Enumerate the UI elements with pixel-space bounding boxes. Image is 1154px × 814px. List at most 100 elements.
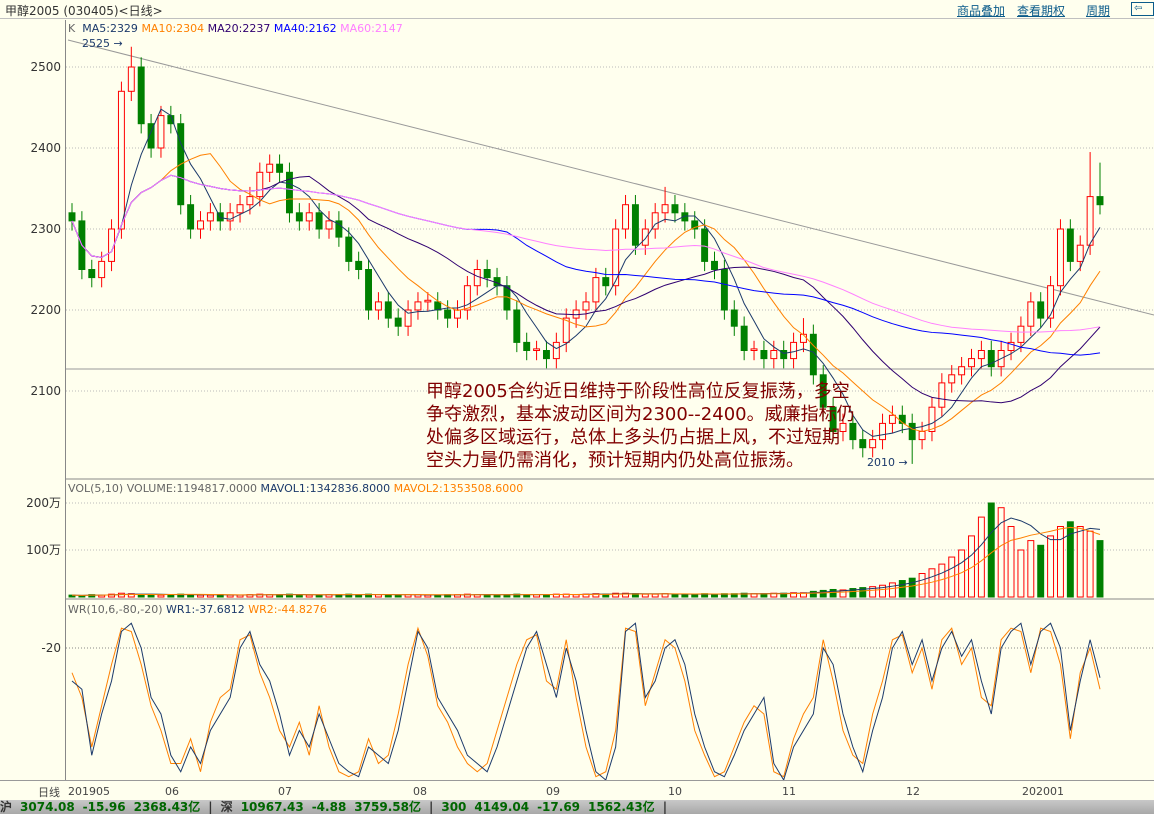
volume-bar	[691, 594, 699, 598]
volume-bar	[651, 593, 659, 598]
candle-body	[888, 414, 896, 424]
volume-bar	[1056, 526, 1064, 598]
candle-body	[819, 374, 827, 408]
price-tick-label: 2100	[30, 384, 61, 398]
mavol2-line	[71, 526, 1101, 596]
candle-body	[483, 269, 491, 279]
mavol2-value: MAVOL2:1353508.6000	[393, 482, 524, 495]
volume-bar	[790, 592, 798, 598]
candle-body	[414, 301, 422, 311]
candle-body	[770, 350, 778, 360]
candle-body	[681, 212, 689, 222]
analysis-note: 甲醇2005合约近日维持于阶段性高位反复振荡，多空争夺激烈，基本波动区间为230…	[426, 381, 855, 471]
candle-body	[661, 204, 669, 214]
volume-bar	[197, 594, 204, 598]
status-item: 1562.43亿	[588, 800, 655, 814]
status-item: -17.69	[537, 800, 581, 814]
candle-body	[384, 301, 392, 319]
high-annotation: 2525 →	[82, 37, 123, 50]
candle-body	[98, 260, 106, 279]
wr-legend: WR(10,6,-80,-20) WR1:-37.6812 WR2:-44.82…	[68, 603, 327, 616]
candle-body	[285, 171, 293, 214]
wr1-value: WR1:-37.6812	[166, 603, 245, 616]
x-tick-label: 09	[546, 785, 560, 798]
candle-body	[631, 204, 639, 246]
volume-bar	[206, 594, 214, 598]
volume-bar	[315, 594, 323, 598]
candle-body	[928, 406, 936, 433]
candle-body	[276, 163, 284, 173]
volume-bar	[829, 588, 837, 598]
volume-legend: VOL(5,10) VOLUME:1194817.0000 MAVOL1:134…	[68, 482, 523, 495]
candle-body	[1027, 301, 1035, 327]
status-item: |	[208, 800, 213, 814]
x-tick-label: 201905	[68, 785, 110, 798]
candle-body	[780, 350, 788, 360]
candle-body	[948, 374, 956, 384]
volume-bar	[869, 586, 877, 598]
volume-tick-label: 200万	[26, 496, 61, 510]
candle-body	[513, 309, 521, 343]
view-options-link[interactable]: 查看期权	[1017, 4, 1066, 18]
candle-body	[88, 269, 96, 279]
candle-body	[760, 350, 768, 360]
low-value: 2010	[867, 456, 895, 469]
candle-body	[315, 212, 323, 230]
volume-bar	[849, 588, 857, 598]
x-tick-label: 202001	[1022, 785, 1064, 798]
volume-bar	[1096, 540, 1104, 598]
volume-bar	[859, 587, 867, 598]
candle-body	[305, 212, 313, 222]
candle-body	[444, 309, 452, 319]
candle-body	[1056, 228, 1064, 287]
candle-body	[345, 236, 353, 262]
candle-body	[1076, 244, 1084, 262]
candle-body	[869, 439, 877, 449]
volume-tick-label: 100万	[26, 543, 61, 557]
candle-body	[246, 196, 254, 206]
volume-bar	[424, 594, 432, 598]
candle-body	[562, 317, 570, 343]
price-tick-label: 2500	[30, 60, 61, 74]
candle-body	[879, 422, 887, 441]
overlay-commodity-link[interactable]: 商品叠加	[957, 4, 1006, 18]
candle-body	[68, 212, 76, 222]
status-item: |	[662, 800, 668, 814]
ma40-line	[71, 174, 1101, 356]
candle-body	[612, 228, 620, 287]
volume-bar	[394, 594, 402, 598]
volume-bar	[1086, 530, 1094, 598]
price-tick-label: 2400	[30, 141, 61, 155]
status-item: -15.96	[82, 800, 126, 814]
candle-body	[1086, 196, 1094, 246]
candle-body	[127, 66, 135, 92]
ma60-label: MA60:2147	[340, 22, 403, 35]
candle-body	[236, 204, 244, 214]
candle-body	[701, 228, 709, 262]
period-link[interactable]: 周期	[1086, 4, 1111, 18]
candle-body	[641, 228, 649, 246]
candle-body	[691, 220, 699, 230]
candle-body	[1047, 285, 1055, 319]
status-item: 300	[441, 800, 467, 814]
status-bar: 沪 3074.08 -15.96 2368.43亿 | 深 10967.43 -4.88 375…	[0, 800, 1154, 814]
candle-body	[197, 220, 204, 230]
candle-body	[325, 220, 333, 230]
candle-body	[147, 123, 155, 149]
ma10-label: MA10:2304	[141, 22, 205, 35]
candle-body	[720, 269, 728, 311]
wr2-line	[71, 626, 1101, 778]
volume-bar	[1027, 540, 1035, 598]
volume-bar	[305, 594, 313, 598]
wr-tick-label: -20	[41, 641, 61, 655]
candle-body	[622, 204, 630, 230]
mavol1-value: MAVOL1:1342836.8000	[260, 482, 391, 495]
y-axis-column	[0, 20, 66, 780]
candle-body	[256, 171, 264, 198]
chart-title: 甲醇2005 (030405)<日线>	[5, 4, 163, 18]
candle-body	[157, 115, 165, 149]
high-value: 2525	[82, 37, 110, 50]
candle-body	[542, 350, 550, 360]
candle-body	[533, 348, 541, 352]
